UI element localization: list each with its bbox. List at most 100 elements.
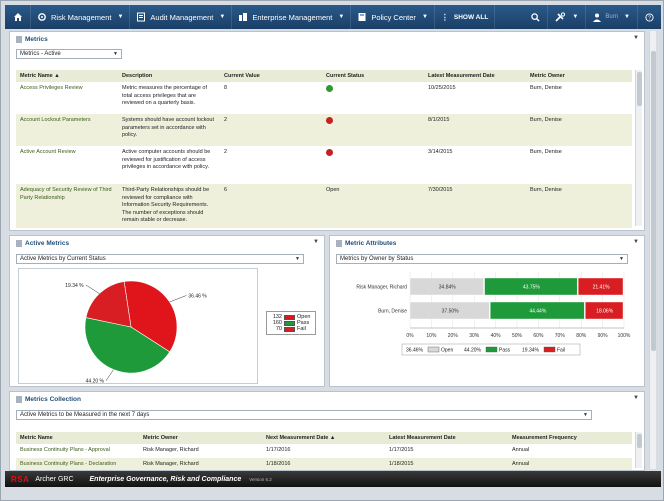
pie-leader-line (85, 284, 100, 294)
legend-item: 70 Fail (270, 326, 312, 332)
x-tick-label: 40% (491, 333, 502, 339)
column-header[interactable]: Current Value (220, 70, 322, 82)
metric-name-link[interactable]: Business Continuity Plans - Declaration (16, 457, 139, 470)
user-menu[interactable]: Burn ▼ (586, 5, 638, 29)
panel-title: Metric Attributes (345, 239, 397, 247)
rsa-logo: RSA (11, 474, 30, 484)
chevron-down-icon: ▼ (572, 14, 579, 20)
x-tick-label: 20% (448, 333, 459, 339)
search-button[interactable] (524, 5, 549, 29)
column-header[interactable]: Metric Name (16, 432, 139, 444)
metrics-collection-view-select[interactable]: Active Metrics to be Measured in the nex… (16, 410, 592, 420)
metric-name-link[interactable]: Active Account Review (20, 149, 76, 155)
legend-value: 160 (272, 320, 282, 326)
pie-slice-label: 19.34 % (65, 283, 84, 289)
footer-bar: RSA Archer GRC Enterprise Governance, Ri… (5, 471, 661, 487)
legend-label: Pass (297, 320, 310, 326)
drag-handle-icon[interactable] (16, 239, 22, 247)
select-value: Active Metrics to be Measured in the nex… (20, 412, 150, 418)
column-header[interactable]: Latest Measurement Date (385, 432, 508, 444)
chevron-down-icon[interactable]: ▼ (313, 239, 319, 245)
metric-name-link[interactable]: Adequacy of Security Review of Third Par… (16, 184, 118, 228)
bar-segment-open[interactable] (409, 277, 484, 296)
active-metrics-view-select[interactable]: Active Metrics by Current Status ▼ (16, 254, 304, 264)
collection-table-wrap: Metric Name Metric Owner Next Measuremen… (16, 432, 632, 470)
metric-owner: Burn, Denise (526, 114, 632, 146)
table-row: Access Privileges Review Metric measures… (16, 82, 632, 114)
user-icon (593, 13, 602, 22)
legend-label: Open (297, 314, 311, 320)
legend-label: Fail (297, 326, 306, 332)
bar-segment-fail[interactable] (585, 301, 624, 320)
top-navigation: Risk Management ▼ Audit Management ▼ Ent… (5, 5, 661, 29)
collection-scrollbar[interactable] (635, 432, 642, 468)
current-value: 8 (224, 85, 228, 91)
nav-label: Risk Management (51, 12, 112, 22)
tagline: Enterprise Governance, Risk and Complian… (89, 475, 242, 483)
category-label: Risk Manager, Richard (356, 285, 407, 291)
pie-slice-open[interactable] (123, 280, 178, 353)
scrollbar-thumb[interactable] (637, 434, 642, 448)
current-value: 6 (220, 184, 322, 228)
legend-label: Open (441, 348, 453, 354)
bar-segment-open[interactable] (409, 301, 490, 320)
help-button[interactable]: ? (638, 5, 661, 29)
show-all-button[interactable]: ⋮ SHOW ALL (435, 5, 496, 29)
active-metrics-panel: Active Metrics ▼ Active Metrics by Curre… (9, 235, 325, 387)
metric-name-link[interactable]: Account Lockout Parameters (16, 114, 118, 146)
metric-owner: Burn, Denise (526, 184, 632, 228)
column-header[interactable]: Metric Owner (526, 70, 632, 82)
page-scrollbar[interactable] (649, 31, 656, 469)
metrics-panel: Metrics ▼ Metrics - Active ▼ Metric Name… (9, 31, 645, 231)
chevron-down-icon[interactable]: ▼ (633, 35, 639, 41)
select-value: Metrics - Active (20, 51, 61, 57)
select-value: Active Metrics by Current Status (20, 256, 106, 262)
bar-segment-fail[interactable] (577, 277, 624, 296)
pie-legend: 132 Open 160 Pass 70 Fail (266, 311, 316, 335)
table-row: Account Lockout Parameters Systems shoul… (16, 114, 632, 146)
metrics-view-select[interactable]: Metrics - Active ▼ (16, 49, 122, 59)
status-red-icon (326, 117, 333, 124)
chevron-down-icon: ▼ (583, 412, 588, 418)
scrollbar-thumb[interactable] (637, 72, 642, 106)
chevron-down-icon[interactable]: ▼ (633, 395, 639, 401)
column-header[interactable]: Metric Owner (139, 432, 262, 444)
drag-handle-icon[interactable] (16, 395, 22, 403)
chevron-down-icon[interactable]: ▼ (633, 239, 639, 245)
bar-segment-pass[interactable] (490, 301, 585, 320)
nav-audit-management[interactable]: Audit Management ▼ (130, 5, 233, 29)
column-header[interactable]: Measurement Frequency (508, 432, 632, 444)
column-header[interactable]: Next Measurement Date ▲ (262, 432, 385, 444)
x-tick-label: 90% (598, 333, 609, 339)
nav-policy-center[interactable]: Policy Center ▼ (351, 5, 435, 29)
drag-handle-icon[interactable] (336, 239, 342, 247)
drag-handle-icon[interactable] (16, 35, 22, 43)
show-all-label: SHOW ALL (453, 13, 489, 21)
status-red-icon (326, 149, 333, 156)
category-label: Burn, Denise (378, 309, 407, 315)
metric-name-link[interactable]: Business Continuity Plans - Approval (20, 447, 110, 453)
latest-measurement-date: 7/30/2015 (424, 184, 526, 228)
legend-label: Fail (557, 348, 565, 354)
pie-slice-pass[interactable] (84, 317, 171, 374)
legend-swatch (284, 326, 295, 332)
column-header[interactable]: Metric Name ▲ (16, 70, 118, 82)
metric-attributes-view-select[interactable]: Metrics by Owner by Status ▼ (336, 254, 628, 264)
column-header[interactable]: Latest Measurement Date (424, 70, 526, 82)
metric-description: Systems should have account lockout para… (118, 114, 220, 146)
bar-segment-pass[interactable] (484, 277, 578, 296)
table-header-row: Metric Name ▲ Description Current Value … (16, 70, 632, 82)
legend-swatch (485, 346, 498, 353)
status-green-icon (326, 85, 333, 92)
home-icon (13, 13, 22, 21)
metric-name-link[interactable]: Access Privileges Review (20, 85, 83, 91)
admin-tools-button[interactable]: ▼ (548, 5, 587, 29)
column-header[interactable]: Current Status (322, 70, 424, 82)
scrollbar-thumb[interactable] (651, 51, 656, 351)
column-header[interactable]: Description (118, 70, 220, 82)
pie-slice-label: 44.20 % (86, 379, 105, 385)
home-button[interactable] (5, 5, 31, 29)
nav-risk-management[interactable]: Risk Management ▼ (31, 5, 131, 29)
nav-enterprise-management[interactable]: Enterprise Management ▼ (232, 5, 352, 29)
metrics-scrollbar[interactable] (635, 70, 642, 226)
